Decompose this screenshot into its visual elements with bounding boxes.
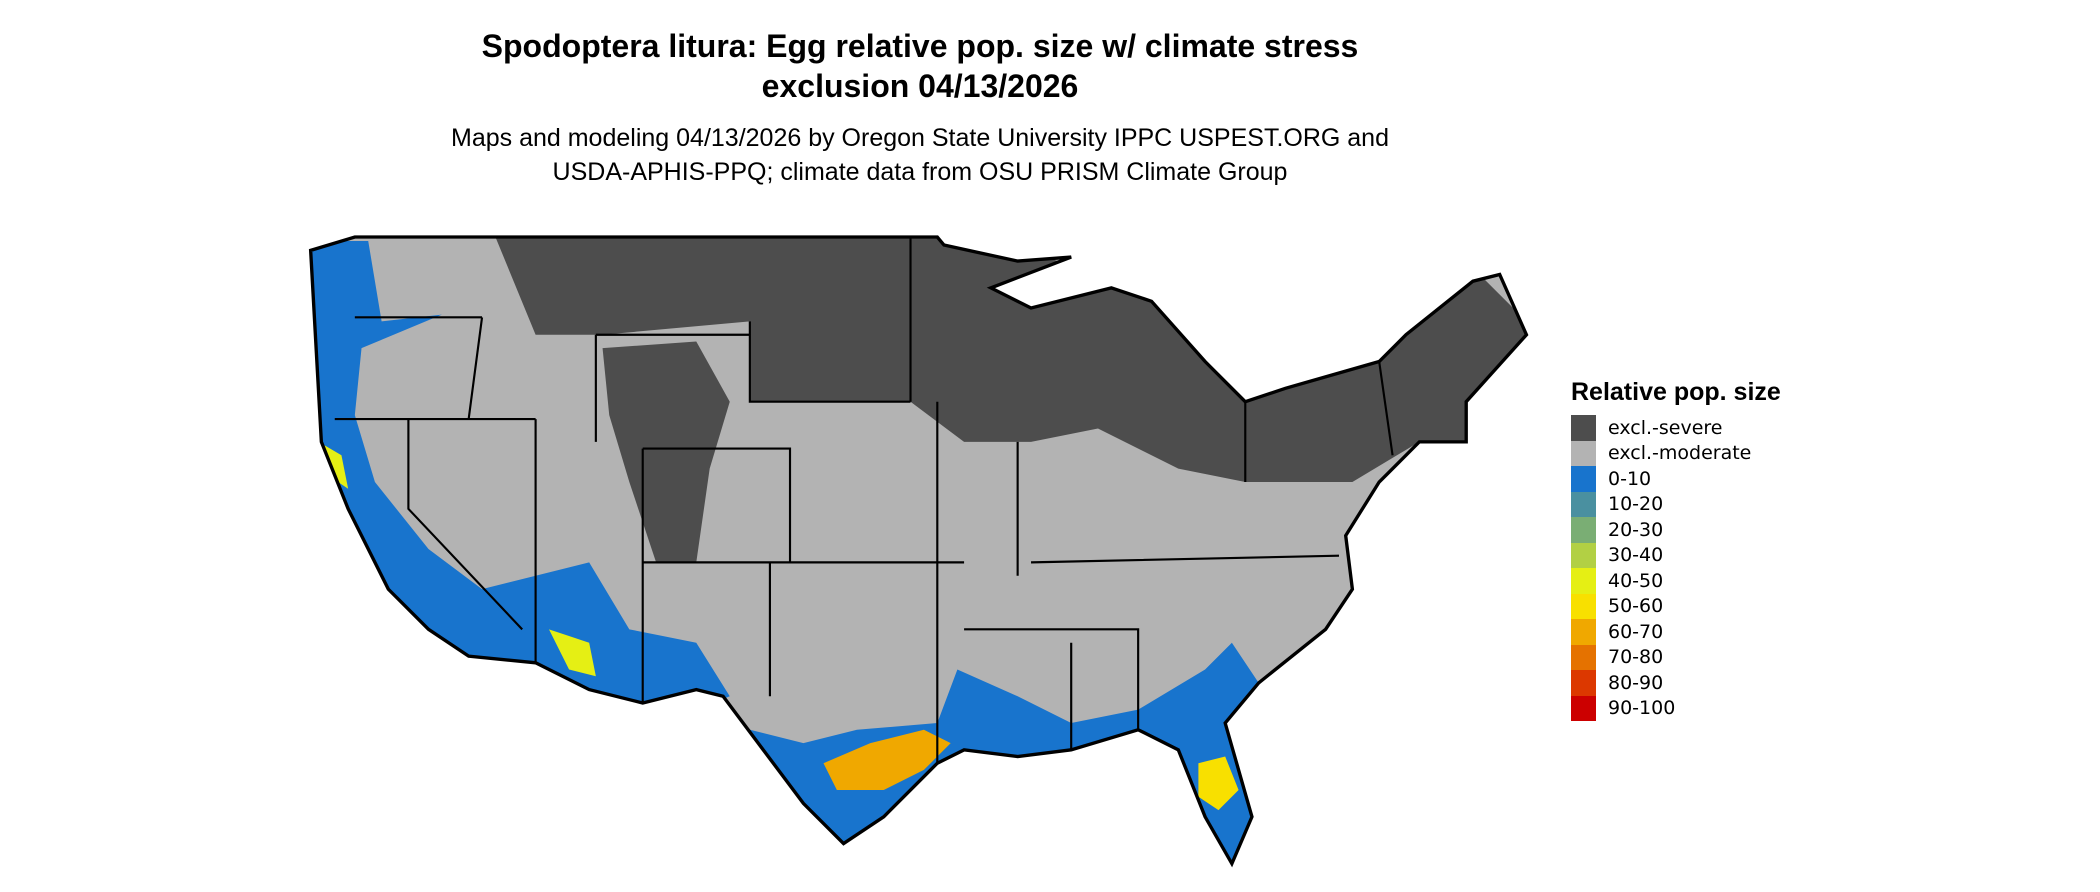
- legend-item: 40-50: [1571, 568, 1781, 594]
- region-excl-severe-rockies: [602, 341, 730, 563]
- legend-label: 0-10: [1608, 467, 1652, 490]
- legend-label: 40-50: [1608, 569, 1664, 592]
- region-excl-severe: [495, 237, 1527, 483]
- legend-item: 80-90: [1571, 670, 1781, 696]
- region-0-10-west: [310, 241, 730, 710]
- legend-swatch: [1571, 593, 1596, 619]
- legend-swatch: [1571, 619, 1596, 645]
- region-high-florida: [1198, 756, 1239, 811]
- legend-swatch: [1571, 440, 1596, 466]
- subtitle-line2: USDA-APHIS-PPQ; climate data from OSU PR…: [552, 158, 1288, 186]
- map-title-line2: exclusion 04/13/2026: [761, 68, 1079, 104]
- legend-label: 30-40: [1608, 544, 1664, 567]
- legend-swatch: [1571, 695, 1596, 721]
- legend-swatch: [1571, 517, 1596, 543]
- legend-item: 90-100: [1571, 695, 1781, 721]
- legend-label: 90-100: [1608, 697, 1676, 720]
- legend-title: Relative pop. size: [1571, 378, 1781, 406]
- legend-swatch: [1571, 644, 1596, 670]
- legend-swatch: [1571, 415, 1596, 441]
- legend-label: 80-90: [1608, 671, 1664, 694]
- legend-label: 20-30: [1608, 518, 1664, 541]
- legend-swatch: [1571, 491, 1596, 517]
- legend: Relative pop. size excl.-severe excl.-mod…: [1571, 378, 1781, 721]
- region-high-arizona: [548, 629, 596, 677]
- legend-swatch: [1571, 670, 1596, 696]
- legend-swatch: [1571, 542, 1596, 568]
- legend-swatch: [1571, 568, 1596, 594]
- legend-label: excl.-severe: [1608, 416, 1723, 439]
- region-high-texas: [823, 729, 951, 791]
- state-borders: [334, 237, 1394, 764]
- legend-item: 20-30: [1571, 517, 1781, 543]
- legend-label: 10-20: [1608, 493, 1664, 516]
- legend-label: 70-80: [1608, 646, 1664, 669]
- legend-label: excl.-moderate: [1608, 442, 1752, 465]
- legend-item: 50-60: [1571, 593, 1781, 619]
- legend-swatch: [1571, 466, 1596, 492]
- subtitle-line1: Maps and modeling 04/13/2026 by Oregon S…: [451, 124, 1389, 152]
- legend-item: 60-70: [1571, 619, 1781, 645]
- legend-item: 10-20: [1571, 491, 1781, 517]
- legend-item: 70-80: [1571, 644, 1781, 670]
- legend-item: excl.-severe: [1571, 415, 1781, 441]
- map-title-line1: Spodoptera litura: Egg relative pop. siz…: [481, 28, 1359, 64]
- legend-label: 60-70: [1608, 620, 1664, 643]
- legend-item: excl.-moderate: [1571, 440, 1781, 466]
- legend-item: 30-40: [1571, 542, 1781, 568]
- legend-label: 50-60: [1608, 595, 1664, 618]
- legend-item: 0-10: [1571, 466, 1781, 492]
